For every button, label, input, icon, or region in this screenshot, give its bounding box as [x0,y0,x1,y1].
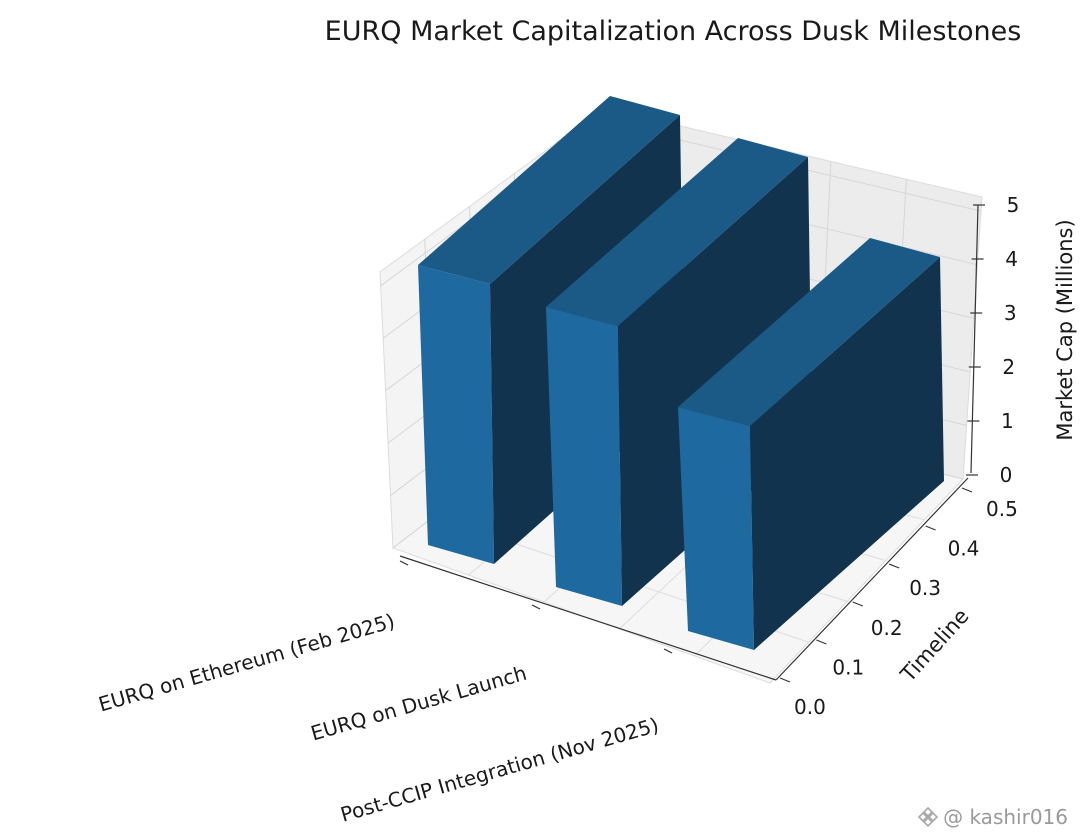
z-tick-label: 4 [1005,247,1018,271]
x-tick-label: Post-CCIP Integration (Nov 2025) [338,713,662,827]
x-tick-label: EURQ on Dusk Launch [308,661,529,746]
z-tick-label: 1 [1001,409,1014,433]
x-tick [399,560,409,566]
bar-top-face [546,138,808,326]
bar-top-face [418,96,680,284]
bars [418,96,944,650]
y-axis-label: Timeline [895,604,973,687]
bar-front-face [418,265,494,564]
y-tick [961,487,973,493]
binance-diamond-icon [917,806,939,828]
y-tick [816,639,827,645]
y-tick [888,563,900,569]
x-axis-line [399,555,777,681]
y-tick-label: 0.3 [909,576,941,600]
y-tick [852,601,864,607]
bar-top-face [678,238,940,426]
z-axis-line [970,204,979,474]
bar-front-face [546,307,622,606]
y-tick-label: 0.2 [871,616,903,640]
z-tick-label: 5 [1007,193,1020,217]
y-tick-label: 0.1 [832,655,864,679]
bar-front-face [678,407,754,650]
z-tick-label: 2 [1002,355,1015,379]
chart-title: EURQ Market Capitalization Across Dusk M… [325,16,1022,47]
x-tick [531,604,541,610]
y-axis-line [775,477,969,681]
z-tick-label: 0 [1000,463,1013,487]
y-tick [925,525,936,531]
z-axis-label: Market Cap (Millions) [1053,219,1077,440]
watermark-text: @ kashir016 [943,805,1068,829]
x-tick [663,648,673,654]
watermark: @ kashir016 [917,805,1068,829]
y-tick-label: 0.0 [794,695,826,719]
x-tick-label: EURQ on Ethereum (Feb 2025) [96,609,398,717]
bar-2 [678,238,944,650]
y-tick-label: 0.4 [948,537,980,561]
y-tick [779,677,791,683]
z-tick-label: 3 [1004,301,1017,325]
bar-side-face [750,257,944,650]
y-tick-label: 0.5 [986,497,1018,521]
